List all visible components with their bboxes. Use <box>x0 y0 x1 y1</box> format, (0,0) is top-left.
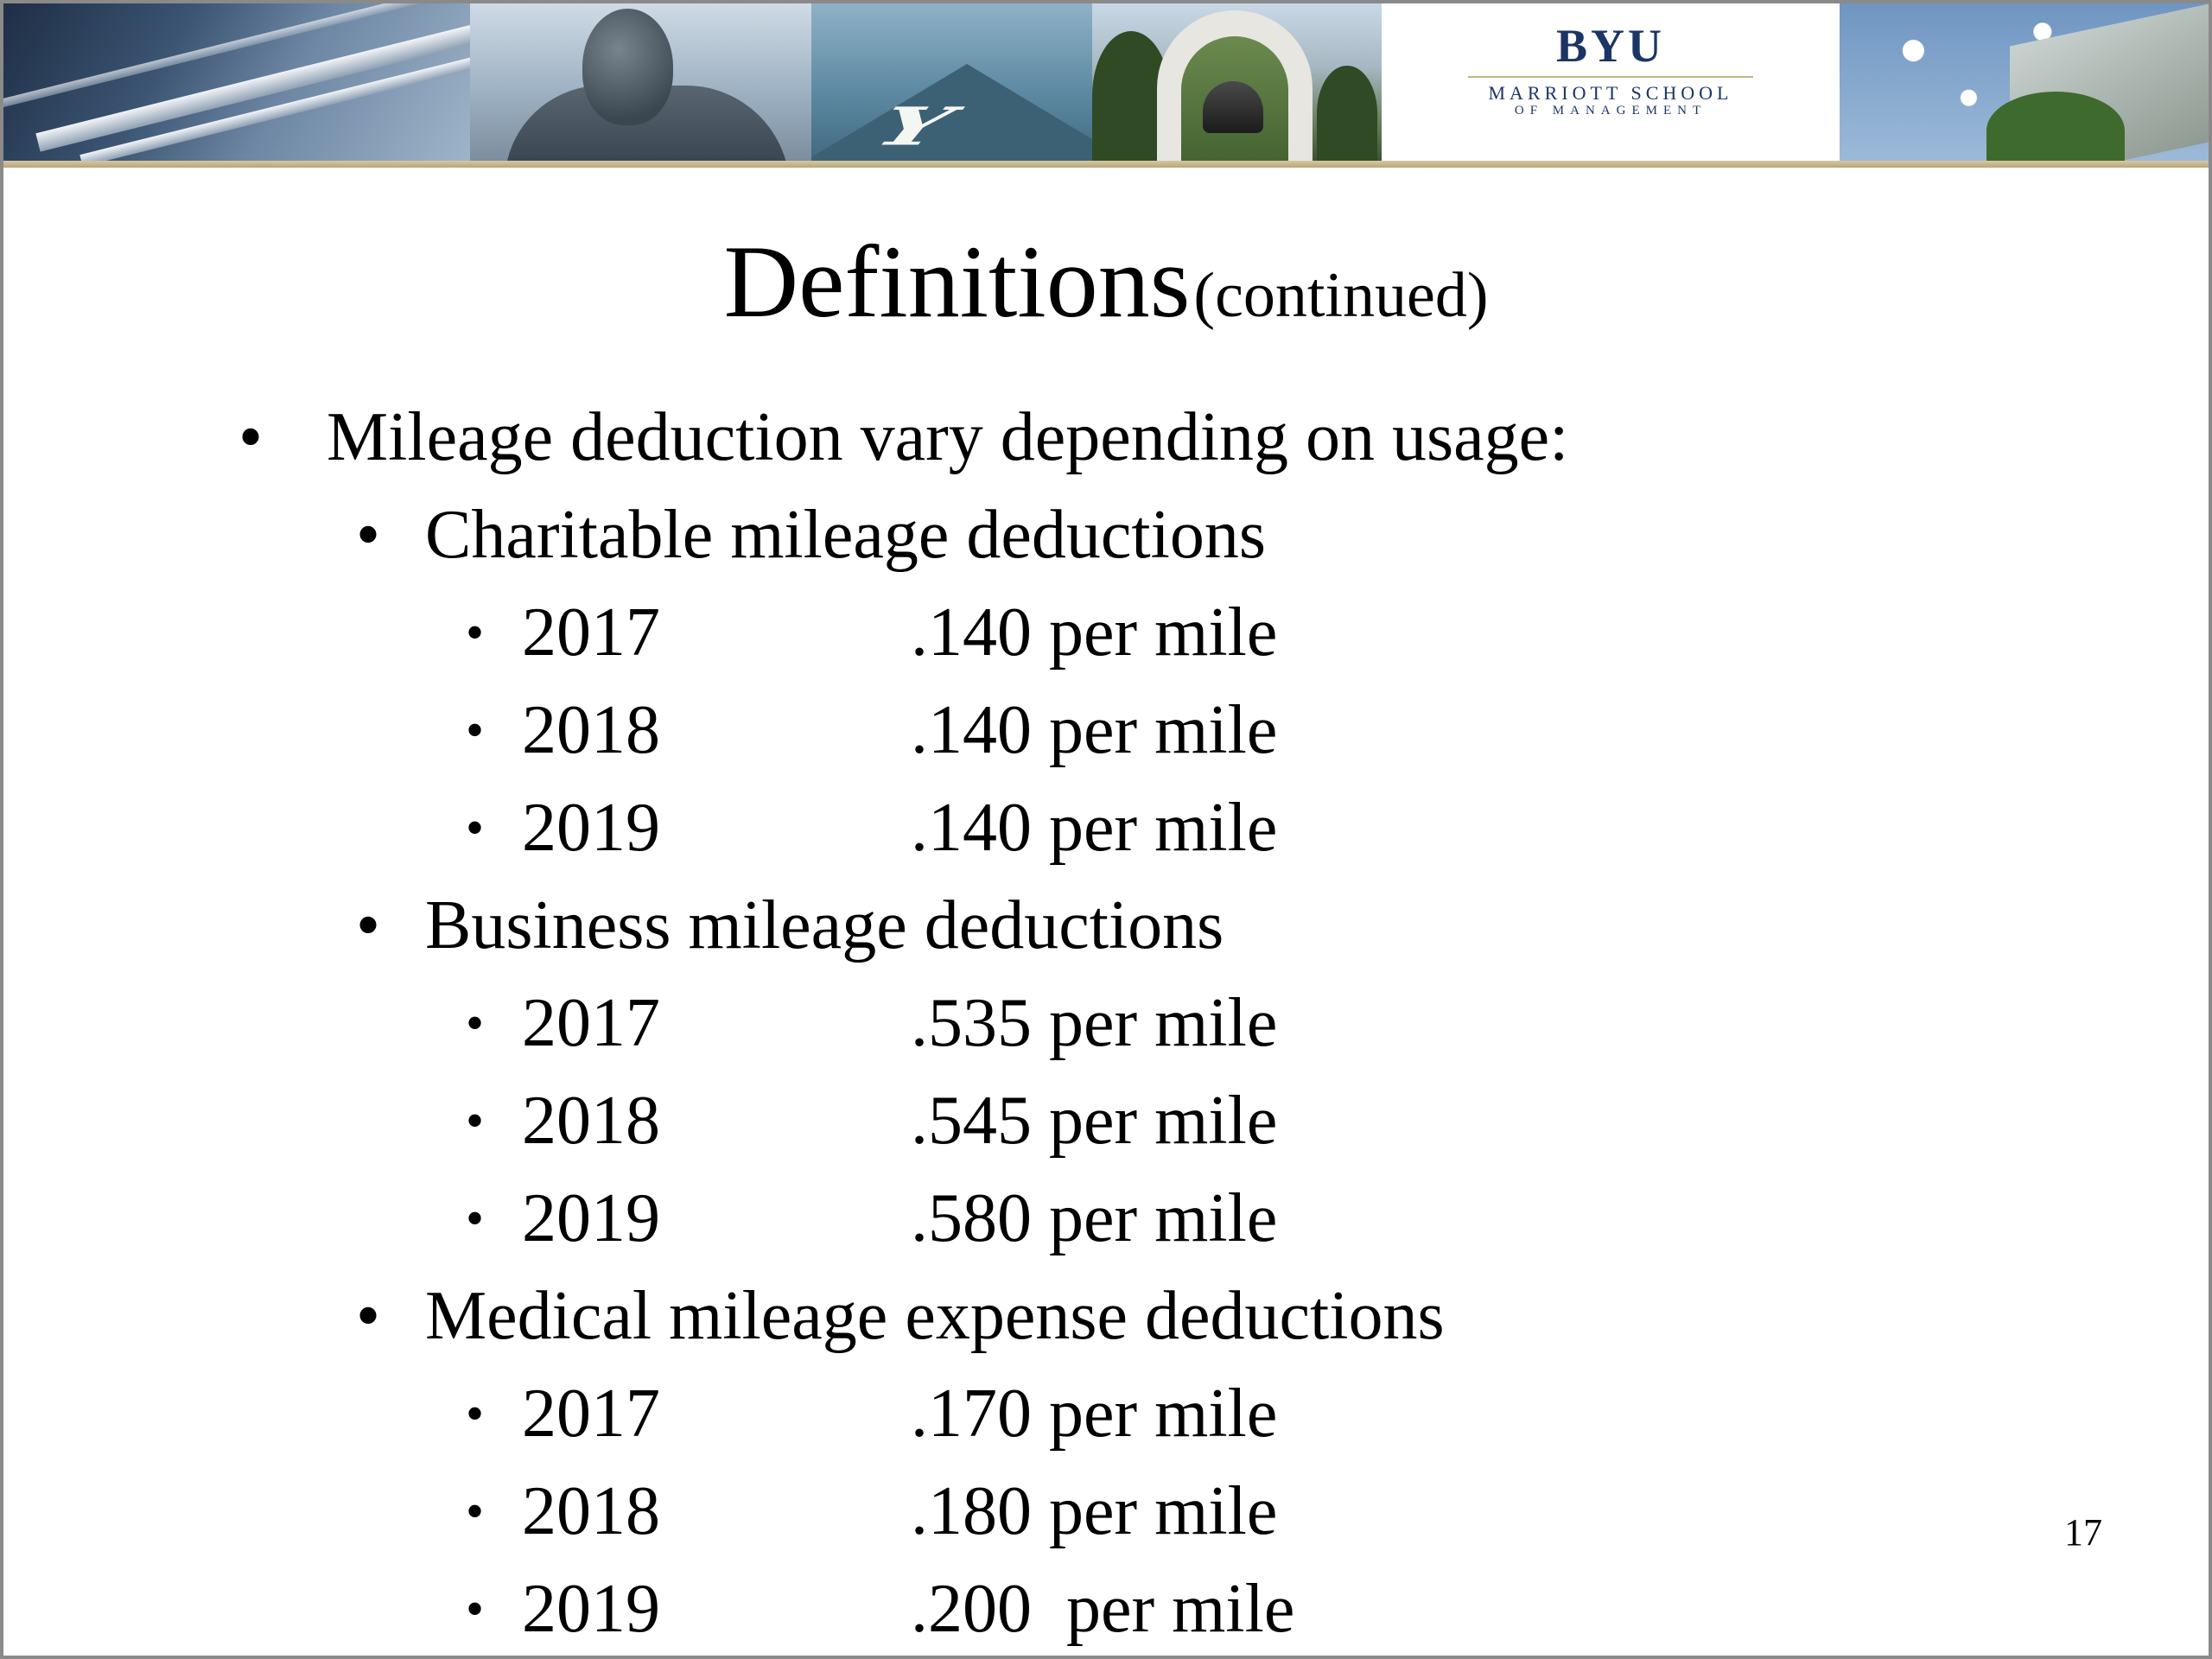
rate-year: 2017 <box>522 594 660 671</box>
rate-year: 2018 <box>522 1083 660 1159</box>
header-banner: Y BYU MARRIOTT SCHOOL OF MANAGEMENT <box>3 3 2209 161</box>
bullet-icon: • <box>356 1278 381 1354</box>
bullet-icon: • <box>466 702 485 759</box>
bullet-icon: • <box>356 497 381 573</box>
page-number: 17 <box>2064 1511 2102 1554</box>
banner-mountain-photo: Y <box>811 3 1092 161</box>
logo-main-text: BYU <box>1555 20 1665 72</box>
bullet-icon: • <box>466 799 485 856</box>
bullet-icon: • <box>466 1483 485 1540</box>
logo-school-text: MARRIOTT SCHOOL <box>1488 82 1733 104</box>
bullet-icon: • <box>466 1580 485 1637</box>
bullet-icon: • <box>466 1190 485 1247</box>
rate-value: .140 per mile <box>911 790 1278 866</box>
category-label: Business mileage deductions <box>425 887 1224 963</box>
slide-title: Definitions (continued) <box>3 230 2209 334</box>
rate-value: .140 per mile <box>911 594 1278 671</box>
rate-year: 2019 <box>522 1571 660 1647</box>
banner-statue-photo <box>470 3 811 161</box>
rate-year: 2018 <box>522 692 660 768</box>
title-main: Definitions <box>723 224 1191 339</box>
rate-year: 2018 <box>522 1473 660 1549</box>
rate-value: .535 per mile <box>911 985 1278 1061</box>
bullet-icon: • <box>466 1385 485 1442</box>
bell-icon <box>1203 81 1263 133</box>
bullet-icon: • <box>466 604 485 661</box>
bullet-icon: • <box>466 1092 485 1149</box>
banner-bell-photo <box>1092 3 1382 161</box>
bullet-icon: • <box>238 399 264 475</box>
title-sub: (continued) <box>1193 260 1489 331</box>
rate-year: 2017 <box>522 985 660 1061</box>
banner-building-photo <box>3 3 470 161</box>
logo-management-text: OF MANAGEMENT <box>1514 104 1707 118</box>
bullet-icon: • <box>356 887 381 963</box>
intro-text: Mileage deduction vary depending on usag… <box>327 399 1569 475</box>
banner-sky-building-photo <box>1840 3 2209 161</box>
rate-value: .200 per mile <box>911 1571 1295 1647</box>
rate-value: .180 per mile <box>911 1473 1278 1549</box>
rate-year: 2019 <box>522 1180 660 1256</box>
rate-year: 2017 <box>522 1376 660 1452</box>
rate-year: 2019 <box>522 790 660 866</box>
category-label: Medical mileage expense deductions <box>425 1278 1445 1354</box>
rate-value: .170 per mile <box>911 1376 1278 1452</box>
rate-value: .545 per mile <box>911 1083 1278 1159</box>
banner-divider <box>3 161 2209 168</box>
rate-value: .140 per mile <box>911 692 1278 768</box>
rate-value: .580 per mile <box>911 1180 1278 1256</box>
byu-logo: BYU MARRIOTT SCHOOL OF MANAGEMENT <box>1382 3 1840 161</box>
bullet-icon: • <box>466 995 485 1052</box>
category-label: Charitable mileage deductions <box>425 497 1267 573</box>
